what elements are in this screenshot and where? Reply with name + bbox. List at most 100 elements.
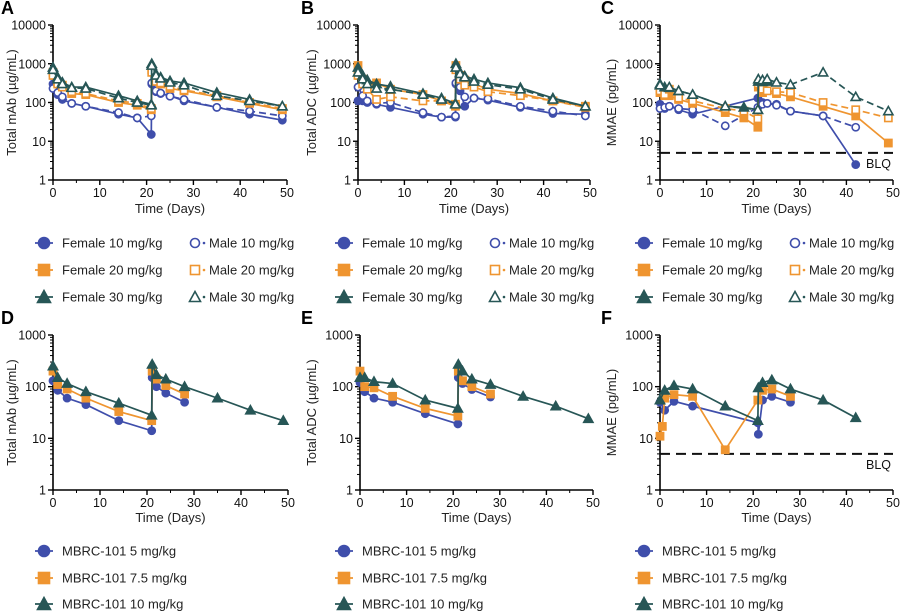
data-point: [720, 121, 730, 131]
series-line: [359, 370, 491, 418]
x-axis-label: Time (Days): [135, 510, 205, 525]
data-point: [132, 113, 142, 123]
legend-marker: [336, 288, 352, 304]
x-tick-label: 0: [355, 186, 362, 200]
data-point: [458, 70, 471, 82]
panel-label: E: [301, 308, 313, 328]
y-axis-label: Total mAb (µg/mL): [4, 49, 19, 155]
data-point: [420, 403, 430, 413]
data-point: [114, 108, 123, 117]
data-point: [657, 422, 667, 431]
x-axis-label: Time (Days): [741, 510, 811, 525]
data-point: [65, 81, 78, 93]
data-point: [658, 384, 671, 395]
legend-label: MBRC-101 10 mg/kg: [362, 597, 483, 612]
y-tick-label: 1000: [625, 57, 653, 71]
x-tick-label: 40: [839, 496, 853, 510]
data-point: [56, 77, 69, 89]
legend-marker: [337, 571, 351, 585]
panel-label: D: [1, 308, 14, 328]
y-axis-label: MMAE (pg/mL): [604, 59, 619, 146]
legend-entry: MBRC-101 7.5 mg/kg: [35, 571, 187, 586]
legend-marker: [636, 288, 652, 304]
data-point: [244, 403, 257, 415]
data-point: [388, 391, 398, 401]
data-point: [114, 407, 124, 416]
data-point: [358, 371, 371, 382]
legend-label: Male 30 mg/kg: [509, 290, 594, 305]
data-point: [784, 382, 797, 394]
x-tick-label: 30: [493, 496, 507, 510]
data-point: [370, 82, 383, 93]
data-point: [53, 380, 63, 389]
data-point: [720, 445, 730, 455]
legend-marker: [337, 544, 351, 558]
data-point: [435, 93, 448, 104]
legend-entry: MBRC-101 7.5 mg/kg: [335, 571, 487, 586]
legend-label: Male 10 mg/kg: [209, 236, 294, 251]
y-tick-label: 100: [632, 96, 653, 110]
legend-marker: [337, 236, 351, 250]
data-point: [369, 393, 379, 403]
data-point: [62, 393, 72, 403]
series-line: [359, 374, 491, 426]
data-point: [756, 376, 769, 387]
legend-entry: MBRC-101 10 mg/kg: [335, 595, 483, 612]
data-point: [688, 391, 698, 401]
data-point: [159, 372, 172, 384]
legend-entry: Male 20 mg/kg: [789, 263, 894, 278]
data-point: [112, 91, 125, 103]
data-point: [654, 78, 666, 90]
data-point: [761, 72, 774, 84]
legend-label: Male 20 mg/kg: [209, 263, 294, 278]
data-point: [674, 104, 684, 113]
data-point: [179, 95, 189, 104]
legend-marker: [789, 237, 801, 249]
legend-marker: [336, 595, 352, 611]
legend-entry: Male 30 mg/kg: [788, 290, 894, 305]
legend-entry: Male 10 mg/kg: [189, 236, 294, 251]
x-tick-label: 20: [140, 186, 154, 200]
y-tick-label: 10: [32, 432, 46, 446]
data-point: [211, 391, 224, 403]
y-axis-label: MMAE (pg/mL): [604, 369, 619, 456]
data-point: [580, 111, 590, 121]
legend-marker: [36, 288, 52, 304]
data-point: [751, 414, 764, 426]
data-point: [753, 122, 763, 132]
legend-label: MBRC-101 10 mg/kg: [62, 597, 183, 612]
legend-marker: [337, 263, 351, 277]
series-line: [52, 377, 185, 432]
data-point: [460, 80, 470, 90]
y-tick-label: 1000: [323, 57, 351, 71]
series-male-10-mg-kg: [353, 78, 590, 122]
data-point: [762, 86, 772, 96]
y-tick-label: 1000: [325, 329, 353, 343]
legend-label: Male 20 mg/kg: [809, 263, 894, 278]
data-point: [582, 412, 595, 424]
data-point: [418, 108, 428, 117]
data-point: [245, 106, 254, 116]
panel-F: F 1 10 100 1000 0 10 20 30 40 50 Time (Days) MMAE (p…: [601, 308, 900, 612]
y-tick-label: 10: [337, 135, 351, 149]
data-point: [114, 416, 124, 426]
y-axis-label: Total mAb (µg/mL): [4, 359, 19, 465]
x-tick-label: 0: [50, 496, 57, 510]
legend-entry: Male 10 mg/kg: [489, 236, 594, 251]
data-point: [664, 101, 674, 111]
y-axis-label: Total ADC (µg/mL): [304, 359, 319, 465]
x-tick-label: 50: [583, 186, 597, 200]
legend-label: MBRC-101 7.5 mg/kg: [662, 571, 787, 586]
legend-marker: [637, 263, 651, 277]
x-tick-label: 30: [186, 186, 200, 200]
data-point: [767, 384, 777, 394]
data-point: [61, 377, 74, 388]
data-point: [817, 393, 830, 405]
data-point: [786, 106, 795, 116]
data-point: [165, 91, 175, 101]
legend-label: Male 10 mg/kg: [809, 236, 894, 251]
y-tick-label: 1: [346, 484, 353, 498]
legend-label: Female 30 mg/kg: [662, 290, 762, 305]
x-tick-label: 20: [746, 496, 760, 510]
legend-marker: [637, 236, 651, 250]
